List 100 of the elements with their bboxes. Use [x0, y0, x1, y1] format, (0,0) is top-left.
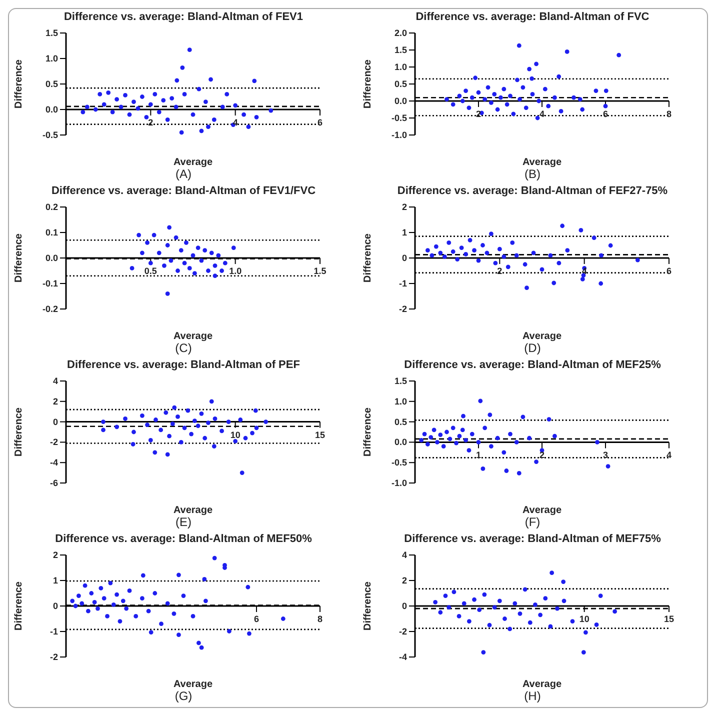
point [450, 426, 455, 430]
point [100, 420, 105, 424]
point [254, 114, 258, 120]
point [438, 250, 442, 256]
point [534, 460, 538, 464]
point [202, 248, 207, 253]
point [212, 556, 216, 560]
point [501, 86, 506, 92]
point [208, 77, 212, 82]
point [182, 260, 186, 266]
point [140, 596, 144, 601]
point [118, 104, 123, 110]
point [203, 598, 208, 604]
point [482, 426, 487, 430]
y-tick-label: -4 [49, 458, 58, 468]
point [542, 86, 547, 92]
point [120, 598, 125, 604]
chart-title: Difference vs. average: Bland-Altman of PEF [67, 359, 300, 373]
y-tick-label: 0.2 [44, 202, 58, 212]
y-tick-label: 1.0 [394, 396, 406, 406]
point [76, 594, 80, 598]
y-tick-label: 1.0 [44, 54, 58, 64]
point [220, 104, 224, 110]
point [203, 100, 208, 104]
point [164, 601, 170, 606]
y-tick-label: 1 [401, 228, 406, 238]
x-tick-label: 8 [666, 109, 672, 119]
point [212, 274, 217, 278]
point [95, 606, 100, 611]
point [280, 616, 285, 621]
point [182, 92, 186, 96]
point [186, 266, 192, 270]
point [190, 112, 195, 117]
point [153, 418, 158, 422]
y-tick-label: -0.5 [390, 113, 406, 123]
point [268, 108, 273, 113]
point [151, 232, 156, 238]
point [554, 606, 559, 611]
point [254, 426, 258, 430]
point [114, 424, 118, 430]
point [594, 440, 599, 444]
point [108, 580, 112, 586]
point [168, 258, 173, 263]
point [72, 604, 78, 608]
point [126, 588, 132, 593]
x-tick-label: 4 [666, 450, 672, 460]
point [124, 606, 128, 611]
point [527, 620, 532, 625]
point [514, 440, 518, 444]
point [82, 583, 87, 588]
point [173, 104, 178, 110]
chart-title: Difference vs. average: Bland-Altman of FEV1 [64, 11, 303, 25]
point [496, 598, 502, 604]
point [190, 253, 195, 258]
point [504, 102, 509, 107]
point [492, 260, 498, 266]
point [148, 438, 152, 442]
y-tick-label: -0.5 [390, 458, 406, 468]
point [79, 601, 84, 606]
y-tick-label: 4 [52, 376, 58, 386]
x-axis-title: Average [522, 157, 562, 168]
point [198, 411, 204, 416]
point [422, 432, 426, 436]
point [466, 106, 471, 110]
point [517, 97, 522, 102]
point [467, 238, 472, 242]
x-tick-label: 1.0 [228, 266, 242, 276]
point [110, 110, 114, 114]
x-tick-label: 6 [602, 109, 608, 119]
point [523, 106, 528, 110]
point [148, 260, 152, 266]
point [245, 584, 250, 590]
point [158, 428, 163, 432]
point [174, 78, 179, 83]
point [122, 416, 127, 421]
point [548, 624, 552, 629]
y-tick-label: 2 [52, 550, 58, 560]
point [140, 573, 145, 578]
point [250, 430, 254, 436]
y-tick-label: 0 [52, 416, 58, 427]
point [501, 254, 506, 259]
point [198, 128, 204, 134]
point [97, 92, 102, 96]
point [450, 249, 455, 254]
point [492, 605, 496, 610]
point [520, 85, 525, 90]
y-axis-title: Difference [362, 581, 374, 630]
point [164, 118, 170, 122]
point [598, 281, 603, 286]
x-axis-title: Average [522, 679, 562, 690]
y-tick-label: -2 [49, 652, 58, 662]
point [472, 248, 476, 253]
point [114, 592, 118, 597]
point [70, 598, 74, 604]
point [192, 271, 196, 276]
point [454, 440, 458, 446]
point [530, 250, 536, 256]
point [608, 243, 612, 248]
point [532, 602, 537, 607]
y-tick-label: -6 [49, 478, 58, 488]
